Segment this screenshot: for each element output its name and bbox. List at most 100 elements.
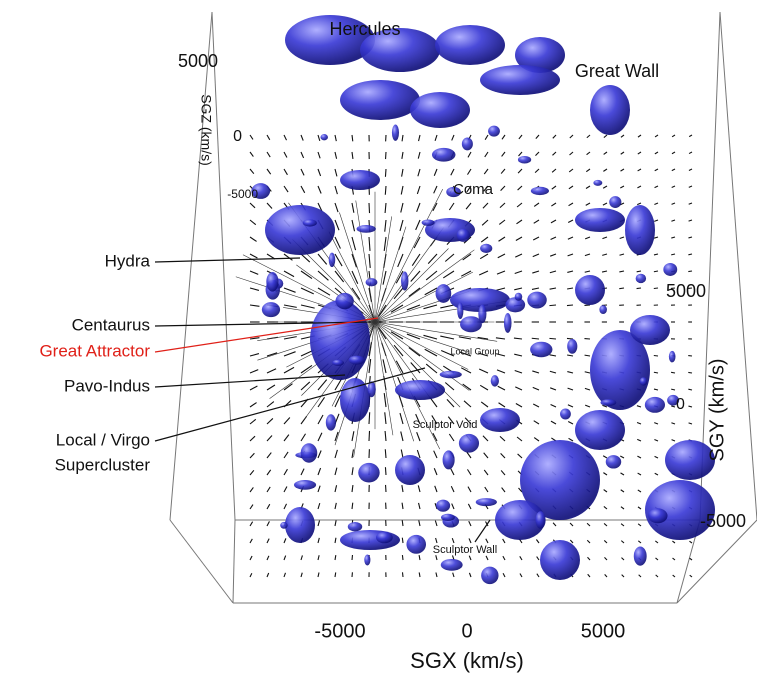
- field-arrow: [418, 555, 421, 561]
- field-arrow: [620, 185, 625, 189]
- field-arrow: [451, 503, 455, 510]
- field-arrow: [249, 521, 254, 527]
- field-arrow: [604, 557, 608, 561]
- field-arrow: [689, 574, 693, 578]
- field-arrow: [368, 287, 372, 302]
- field-arrow: [368, 236, 371, 252]
- field-arrow: [452, 572, 455, 578]
- field-arrow: [467, 469, 472, 476]
- field-arrow: [671, 134, 676, 138]
- field-arrow: [300, 304, 315, 309]
- field-arrow: [384, 185, 387, 195]
- field-arrow: [567, 236, 574, 240]
- field-arrow: [688, 253, 693, 256]
- field-arrow: [653, 371, 659, 374]
- field-arrow: [266, 368, 277, 374]
- field-arrow: [552, 522, 557, 527]
- inflow-line: [374, 321, 415, 442]
- inflow-line: [374, 321, 461, 408]
- field-arrow: [411, 253, 421, 266]
- field-arrow: [300, 185, 306, 194]
- field-arrow: [567, 287, 574, 290]
- isosurface: [406, 534, 427, 554]
- field-arrow: [317, 450, 322, 459]
- field-arrow: [484, 134, 489, 140]
- field-arrow: [620, 134, 625, 138]
- field-arrow: [495, 337, 506, 340]
- isosurface: [310, 300, 370, 380]
- inflow-line: [339, 212, 376, 323]
- field-arrow: [498, 219, 506, 225]
- field-arrow: [283, 434, 290, 442]
- isosurface: [667, 394, 680, 406]
- field-arrow: [620, 472, 625, 476]
- structure-label: Hercules: [329, 19, 400, 39]
- isosurface: [332, 359, 344, 366]
- field-arrow: [249, 134, 254, 140]
- field-arrow: [249, 253, 258, 259]
- field-arrow: [283, 287, 296, 293]
- field-arrow: [620, 151, 625, 155]
- field-arrow: [688, 388, 693, 391]
- field-arrow: [317, 414, 324, 425]
- isosurface: [436, 499, 451, 512]
- field-arrow: [300, 433, 306, 442]
- isosurface: [609, 196, 622, 208]
- field-arrow: [444, 382, 455, 391]
- field-arrow: [334, 236, 341, 249]
- field-arrow: [249, 538, 253, 544]
- isosurface: [599, 305, 607, 315]
- isosurface: [395, 380, 445, 400]
- field-arrow: [440, 304, 455, 309]
- field-arrow: [317, 572, 320, 578]
- field-arrow: [532, 370, 540, 374]
- field-arrow: [688, 236, 693, 239]
- field-arrow: [266, 452, 272, 459]
- field-arrow: [514, 353, 523, 357]
- field-arrow: [482, 435, 489, 442]
- field-arrow: [418, 520, 421, 527]
- field-arrow: [451, 538, 455, 544]
- field-arrow: [401, 572, 404, 578]
- field-arrow: [317, 185, 322, 194]
- field-arrow: [283, 270, 295, 278]
- isosurface: [285, 15, 375, 65]
- field-arrow: [536, 573, 540, 578]
- field-arrow: [334, 202, 339, 213]
- field-arrow: [636, 270, 642, 273]
- field-arrow: [351, 270, 359, 284]
- isosurface: [358, 462, 380, 483]
- field-arrow: [249, 385, 258, 391]
- field-arrow: [497, 253, 506, 259]
- isosurface: [630, 315, 670, 345]
- field-arrow: [533, 202, 540, 207]
- field-arrow: [351, 502, 354, 510]
- field-arrow: [567, 404, 574, 408]
- field-arrow: [602, 202, 608, 206]
- field-arrow: [517, 453, 523, 459]
- field-arrow: [603, 151, 608, 155]
- field-arrow: [636, 287, 642, 290]
- field-arrow: [351, 134, 354, 142]
- isosurface: [261, 302, 281, 318]
- field-arrow: [334, 572, 337, 578]
- field-arrow: [620, 489, 625, 493]
- field-arrow: [602, 404, 608, 408]
- field-arrow: [459, 351, 472, 357]
- field-arrow: [467, 486, 472, 493]
- field-arrow: [442, 270, 455, 279]
- field-arrow: [637, 540, 642, 544]
- field-arrow: [433, 468, 438, 476]
- field-arrow: [432, 432, 438, 442]
- isosurface: [395, 455, 425, 485]
- field-arrow: [468, 572, 472, 578]
- field-arrow: [283, 486, 288, 493]
- structure-label: Great Wall: [575, 61, 659, 81]
- field-arrow: [671, 253, 676, 256]
- field-arrow: [334, 467, 338, 476]
- field-arrow: [502, 538, 506, 544]
- field-arrow: [500, 168, 506, 174]
- field-arrow: [399, 412, 404, 425]
- field-arrow: [654, 185, 659, 189]
